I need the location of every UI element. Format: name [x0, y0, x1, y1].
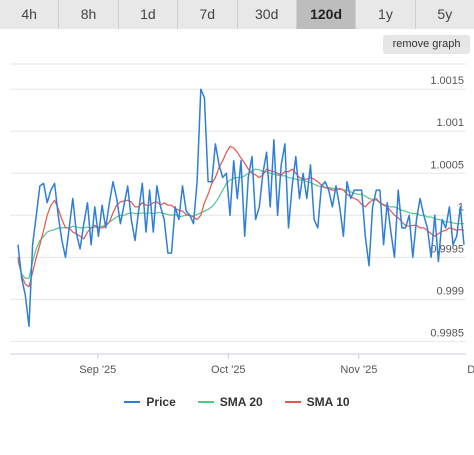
- legend-swatch-sma20: [197, 401, 214, 403]
- y-tick-label: 1.001: [436, 117, 464, 129]
- legend-label-sma10: SMA 10: [306, 395, 350, 409]
- tab-5y[interactable]: 5y: [437, 6, 453, 22]
- x-tick-label: Oct '25: [211, 364, 246, 376]
- y-tick-label: 1.0015: [430, 75, 464, 87]
- chart-legend: Price SMA 20 SMA 10: [0, 392, 474, 412]
- legend-item-sma10[interactable]: SMA 10: [284, 395, 350, 409]
- tab-8h[interactable]: 8h: [59, 0, 119, 29]
- legend-label-price: Price: [146, 395, 176, 409]
- y-tick-label: 0.9985: [430, 327, 464, 339]
- x-tick-label: Dec '25: [467, 364, 474, 376]
- tab-7d[interactable]: 7d: [178, 0, 238, 29]
- x-tick-label: Nov '25: [340, 364, 377, 376]
- legend-item-sma20[interactable]: SMA 20: [197, 395, 263, 409]
- tab-1d[interactable]: 1d: [119, 0, 179, 29]
- price-line: [17, 88, 465, 328]
- legend-label-sma20: SMA 20: [219, 395, 263, 409]
- tab-120d[interactable]: 120d: [296, 0, 357, 29]
- y-tick-label: 0.999: [436, 285, 464, 297]
- tab-30d[interactable]: 30d: [238, 0, 297, 29]
- tab-1y[interactable]: 1y: [356, 0, 416, 29]
- x-tick-label: Sep '25: [79, 364, 116, 376]
- legend-swatch-sma10: [284, 401, 301, 403]
- y-tick-label: 1.0005: [430, 159, 464, 171]
- y-tick-label: 0.9995: [430, 243, 464, 255]
- tab-4h[interactable]: 4h: [0, 0, 60, 29]
- remove-graph-button[interactable]: remove graph: [383, 35, 470, 54]
- time-range-tabs: 4h 8h 1d 7d 30d 120d 1y 5y: [0, 0, 474, 29]
- legend-item-price[interactable]: Price: [124, 395, 176, 409]
- legend-swatch-price: [124, 401, 141, 403]
